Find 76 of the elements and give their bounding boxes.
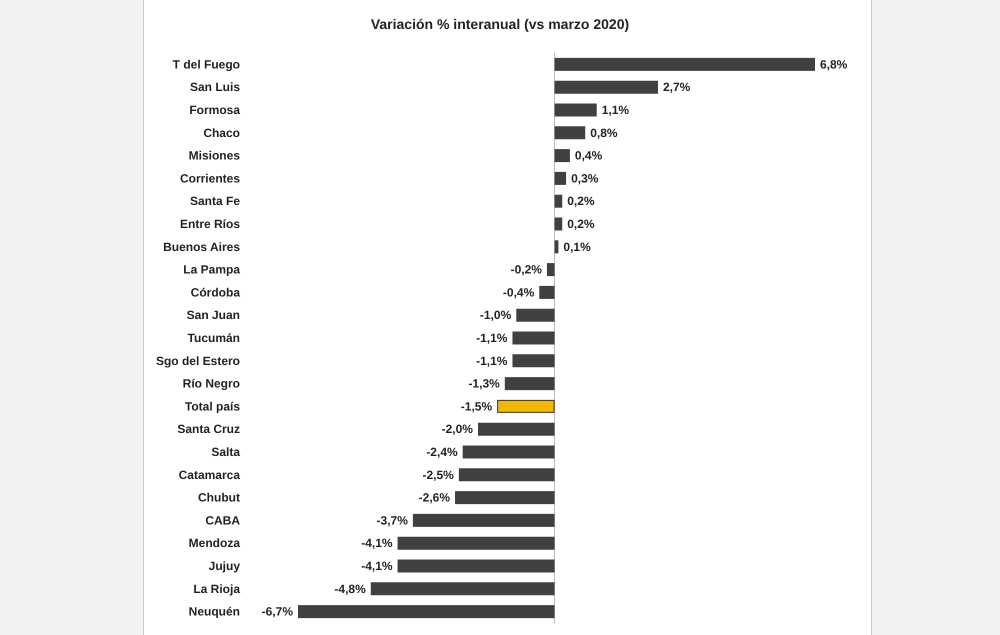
data-label: -1,1% [476,354,508,368]
data-label: -4,1% [361,536,393,550]
data-label: -1,3% [468,376,500,391]
bar [554,80,658,94]
y-tick-label: Santa Fe [190,194,240,208]
data-label: 0,2% [567,217,595,231]
bar [462,446,555,458]
data-label: -3,7% [376,513,408,528]
y-tick-label: Salta [211,445,240,459]
y-tick-label: Tucumán [188,331,240,345]
bar [512,354,555,368]
y-tick-label: Formosa [189,103,240,117]
y-tick-label: Jujuy [208,559,240,573]
bar [516,308,555,322]
data-label: 0,8% [590,126,618,140]
bar [412,514,555,527]
data-label: 2,7% [662,80,691,94]
data-label: 0,2% [567,194,595,208]
y-tick-label: San Luis [190,80,240,94]
data-label: -1,1% [476,331,508,345]
y-tick-label: Buenos Aires [163,240,240,254]
bar [497,400,555,413]
data-label: -2,0% [442,422,474,436]
bar [554,218,562,230]
y-tick-label: Entre Ríos [180,217,240,231]
bar [458,468,555,482]
bar [554,194,562,208]
y-tick-label: Neuquén [188,604,240,619]
bar [546,263,555,276]
bar [539,286,555,299]
data-label: -4,8% [334,582,366,596]
y-tick-label: Río Negro [182,376,240,391]
y-tick-label: Sgo del Estero [156,354,240,368]
bar [554,172,566,185]
y-tick-label: Santa Cruz [177,422,240,436]
y-tick-label: La Pampa [183,262,240,277]
y-tick-label: La Rioja [193,582,240,596]
bar [554,104,597,116]
bar [554,149,570,162]
bar [504,377,555,390]
y-tick-label: Corrientes [180,171,240,186]
y-tick-label: Mendoza [188,536,240,550]
bar [370,582,555,596]
data-label: -1,5% [460,399,492,414]
data-label: -2,4% [426,445,458,459]
data-label: -0,4% [502,285,535,300]
y-tick-label: Chaco [203,126,240,140]
y-tick-label: Catamarca [178,468,240,482]
y-tick-label: Total país [184,399,240,414]
bar [512,332,555,344]
bar [554,58,815,71]
data-label: -6,7% [262,604,294,619]
bar [298,605,555,618]
data-label: -2,6% [418,490,450,505]
y-tick-label: Chubut [198,490,240,505]
data-label: 0,3% [571,171,599,186]
data-label: -0,2% [510,262,542,277]
bar [455,491,555,504]
chart-title: Variación % interanual (vs marzo 2020) [370,16,630,32]
data-label: -4,1% [361,559,393,573]
y-tick-label: T del Fuego [172,57,240,72]
data-label: 1,1% [602,103,630,117]
bar [398,536,555,550]
bar [554,126,586,140]
data-label: -1,0% [480,308,512,322]
y-tick-label: Misiones [188,148,240,163]
bar [554,240,558,254]
bar [398,560,555,572]
y-tick-label: CABA [205,513,240,528]
y-tick-label: Córdoba [190,285,240,300]
data-label: 6,8% [820,57,848,72]
data-label: -2,5% [422,468,454,482]
data-label: 0,4% [574,148,603,163]
y-tick-label: San Juan [186,308,240,322]
bar [478,422,555,436]
data-label: 0,1% [563,240,592,254]
